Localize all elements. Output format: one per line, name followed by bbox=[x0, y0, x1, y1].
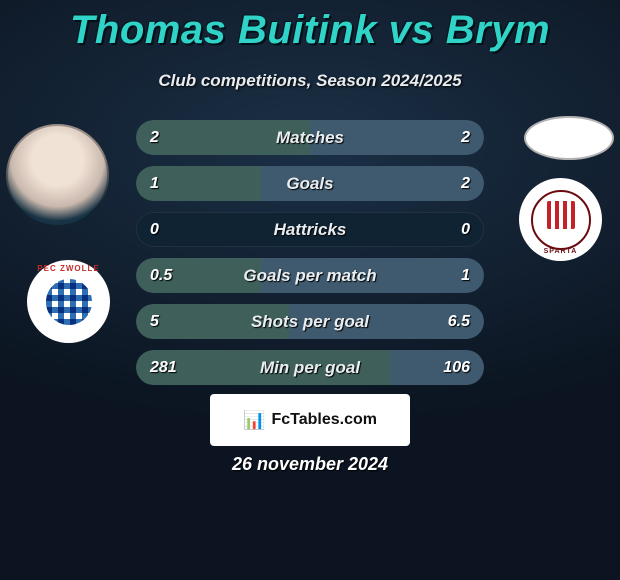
team1-badge-label: PEC ZWOLLE bbox=[27, 264, 110, 273]
stat-label: Hattricks bbox=[136, 220, 484, 240]
player2-avatar bbox=[524, 116, 614, 160]
page-title: Thomas Buitink vs Brym bbox=[0, 0, 620, 53]
watermark-icon: 📊 bbox=[243, 410, 265, 431]
stat-label: Min per goal bbox=[136, 358, 484, 378]
stat-row: 281106Min per goal bbox=[136, 350, 484, 385]
watermark-text: FcTables.com bbox=[271, 411, 377, 429]
team2-badge: SPARTA bbox=[519, 178, 602, 261]
stat-row: 22Matches bbox=[136, 120, 484, 155]
stat-label: Goals bbox=[136, 174, 484, 194]
stat-label: Shots per goal bbox=[136, 312, 484, 332]
comparison-rows: 22Matches 12Goals 00Hattricks 0.51Goals per… bbox=[136, 120, 484, 396]
team2-badge-icon bbox=[525, 184, 597, 256]
subtitle: Club competitions, Season 2024/2025 bbox=[0, 71, 620, 91]
team1-badge-icon bbox=[40, 273, 98, 331]
stat-label: Matches bbox=[136, 128, 484, 148]
stat-row: 12Goals bbox=[136, 166, 484, 201]
stat-row: 00Hattricks bbox=[136, 212, 484, 247]
vs-label: vs bbox=[389, 8, 435, 52]
stat-row: 56.5Shots per goal bbox=[136, 304, 484, 339]
player2-name: Brym bbox=[446, 8, 550, 52]
stat-label: Goals per match bbox=[136, 266, 484, 286]
player1-name: Thomas Buitink bbox=[70, 8, 377, 52]
team2-badge-label: SPARTA bbox=[519, 248, 602, 255]
watermark: 📊 FcTables.com bbox=[210, 394, 410, 446]
player1-avatar bbox=[6, 124, 109, 227]
team1-badge: PEC ZWOLLE bbox=[27, 260, 110, 343]
date-label: 26 november 2024 bbox=[0, 454, 620, 475]
stat-row: 0.51Goals per match bbox=[136, 258, 484, 293]
